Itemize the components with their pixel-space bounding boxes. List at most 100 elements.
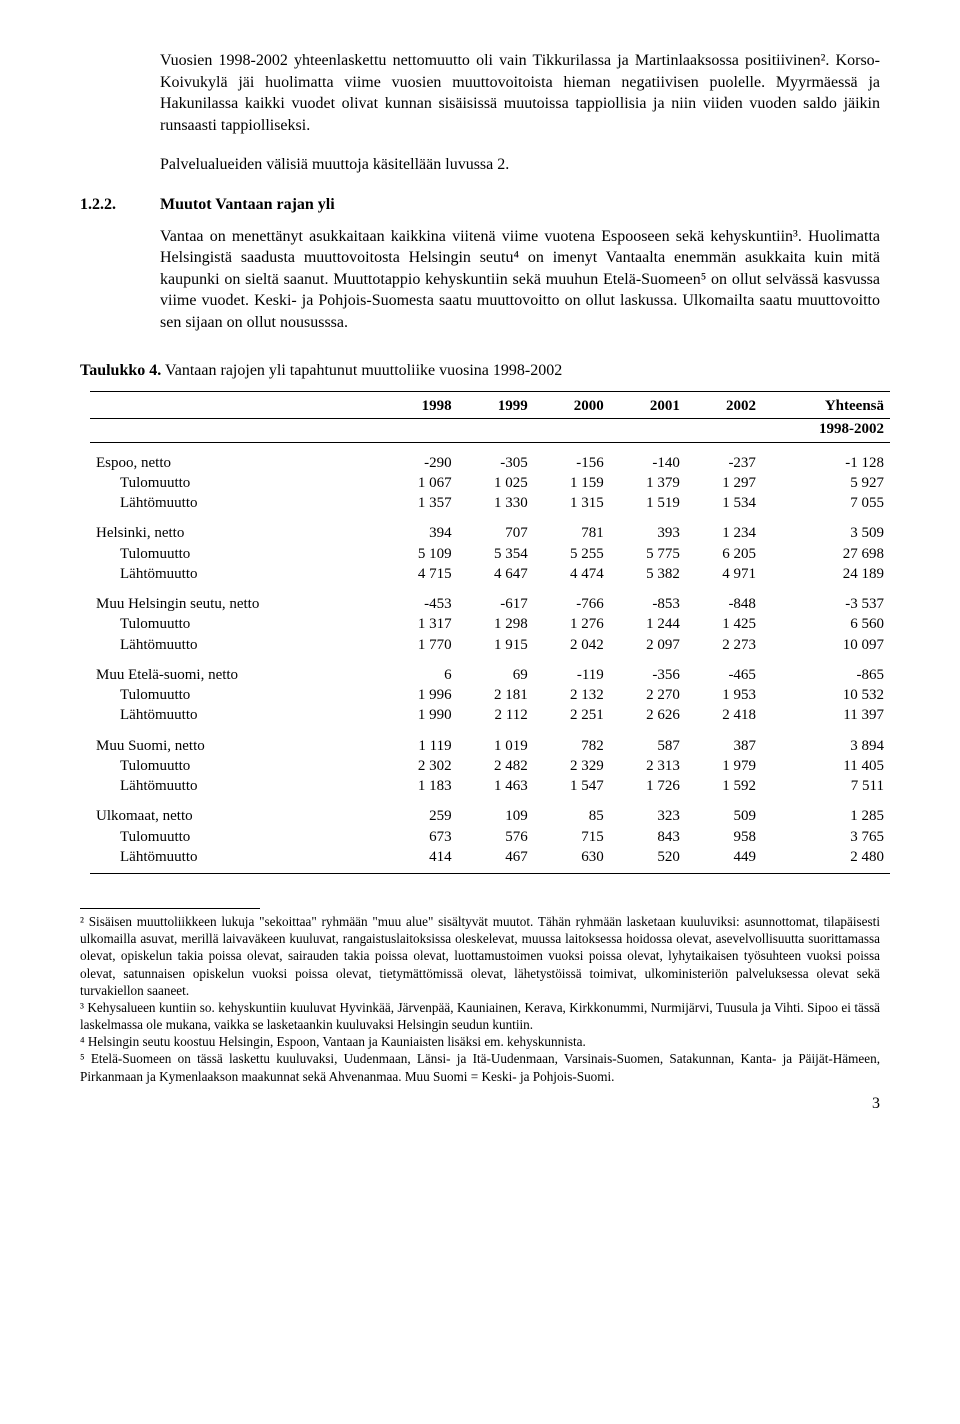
col-1998: 1998 (382, 392, 458, 419)
cell: 2 482 (458, 756, 534, 776)
cell: 1 119 (382, 726, 458, 756)
cell: -766 (534, 584, 610, 614)
section-number: 1.2.2. (80, 194, 160, 216)
row-label: Lähtömuutto (90, 493, 382, 513)
cell: 414 (382, 847, 458, 874)
row-label: Tulomuutto (90, 473, 382, 493)
cell: 1 298 (458, 614, 534, 634)
cell: 7 055 (762, 493, 890, 513)
col-1999: 1999 (458, 392, 534, 419)
cell: 11 405 (762, 756, 890, 776)
table-row: Ulkomaat, netto259109853235091 285 (90, 796, 890, 826)
cell: 2 112 (458, 705, 534, 725)
cell: 1 953 (686, 685, 762, 705)
cell: 5 255 (534, 544, 610, 564)
cell: 394 (382, 513, 458, 543)
cell: 6 (382, 655, 458, 685)
cell: 5 382 (610, 564, 686, 584)
cell: 1 463 (458, 776, 534, 796)
cell: 4 971 (686, 564, 762, 584)
col-2001: 2001 (610, 392, 686, 419)
col-total-sub: 1998-2002 (762, 419, 890, 442)
table-row: Lähtömuutto1 9902 1122 2512 6262 41811 3… (90, 705, 890, 725)
cell: 1 996 (382, 685, 458, 705)
footnote-3: ³ Kehysalueen kuntiin so. kehyskuntiin k… (80, 999, 880, 1033)
table-row: Helsinki, netto3947077813931 2343 509 (90, 513, 890, 543)
cell: -119 (534, 655, 610, 685)
cell: 2 313 (610, 756, 686, 776)
row-label: Lähtömuutto (90, 705, 382, 725)
cell: -237 (686, 442, 762, 473)
cell: 1 519 (610, 493, 686, 513)
cell: 1 547 (534, 776, 610, 796)
cell: 7 511 (762, 776, 890, 796)
table-row: Tulomuutto5 1095 3545 2555 7756 20527 69… (90, 544, 890, 564)
row-label: Lähtömuutto (90, 635, 382, 655)
footnotes: ² Sisäisen muuttoliikkeen lukuja "sekoit… (80, 913, 880, 1085)
cell: 1 285 (762, 796, 890, 826)
cell: 27 698 (762, 544, 890, 564)
table-row: Muu Etelä-suomi, netto669-119-356-465-86… (90, 655, 890, 685)
table-row: Tulomuutto1 0671 0251 1591 3791 2975 927 (90, 473, 890, 493)
cell: 1 592 (686, 776, 762, 796)
cell: 707 (458, 513, 534, 543)
cell: 3 765 (762, 827, 890, 847)
row-label: Lähtömuutto (90, 847, 382, 874)
cell: 5 927 (762, 473, 890, 493)
footnote-5: ⁵ Etelä-Suomeen on tässä laskettu kuuluv… (80, 1050, 880, 1084)
cell: 1 990 (382, 705, 458, 725)
cell: 781 (534, 513, 610, 543)
cell: 5 775 (610, 544, 686, 564)
table-row: Muu Suomi, netto1 1191 0197825873873 894 (90, 726, 890, 756)
table-row: Tulomuutto2 3022 4822 3292 3131 97911 40… (90, 756, 890, 776)
col-total: Yhteensä (762, 392, 890, 419)
cell: 11 397 (762, 705, 890, 725)
cell: 5 109 (382, 544, 458, 564)
cell: 6 205 (686, 544, 762, 564)
cell: 1 726 (610, 776, 686, 796)
cell: 323 (610, 796, 686, 826)
cell: 2 132 (534, 685, 610, 705)
cell: 587 (610, 726, 686, 756)
cell: 24 189 (762, 564, 890, 584)
cell: -465 (686, 655, 762, 685)
cell: 509 (686, 796, 762, 826)
cell: 6 560 (762, 614, 890, 634)
migration-table: 1998 1999 2000 2001 2002 Yhteensä 1998-2… (90, 391, 890, 874)
row-label: Muu Suomi, netto (90, 726, 382, 756)
section-body: Vantaa on menettänyt asukkaitaan kaikkin… (160, 226, 880, 334)
footnote-2: ² Sisäisen muuttoliikkeen lukuja "sekoit… (80, 913, 880, 999)
cell: 3 509 (762, 513, 890, 543)
table-row: Tulomuutto6735767158439583 765 (90, 827, 890, 847)
cell: 2 418 (686, 705, 762, 725)
table-caption-text: Vantaan rajojen yli tapahtunut muuttolii… (161, 362, 562, 379)
table-row: Muu Helsingin seutu, netto-453-617-766-8… (90, 584, 890, 614)
row-label: Tulomuutto (90, 614, 382, 634)
col-blank (90, 392, 382, 419)
cell: -617 (458, 584, 534, 614)
cell: 782 (534, 726, 610, 756)
cell: -1 128 (762, 442, 890, 473)
cell: 576 (458, 827, 534, 847)
cell: -865 (762, 655, 890, 685)
cell: 1 183 (382, 776, 458, 796)
cell: 1 979 (686, 756, 762, 776)
table-row: Lähtömuutto1 1831 4631 5471 7261 5927 51… (90, 776, 890, 796)
table-row: Espoo, netto-290-305-156-140-237-1 128 (90, 442, 890, 473)
cell: 10 097 (762, 635, 890, 655)
cell: 2 626 (610, 705, 686, 725)
row-label: Lähtömuutto (90, 776, 382, 796)
cell: 1 297 (686, 473, 762, 493)
cell: 467 (458, 847, 534, 874)
cell: 4 715 (382, 564, 458, 584)
cell: 1 244 (610, 614, 686, 634)
cell: -305 (458, 442, 534, 473)
cell: 69 (458, 655, 534, 685)
cell: 393 (610, 513, 686, 543)
col-2002: 2002 (686, 392, 762, 419)
row-label: Tulomuutto (90, 544, 382, 564)
cell: 673 (382, 827, 458, 847)
cell: 4 474 (534, 564, 610, 584)
cell: 1 915 (458, 635, 534, 655)
cell: 2 302 (382, 756, 458, 776)
